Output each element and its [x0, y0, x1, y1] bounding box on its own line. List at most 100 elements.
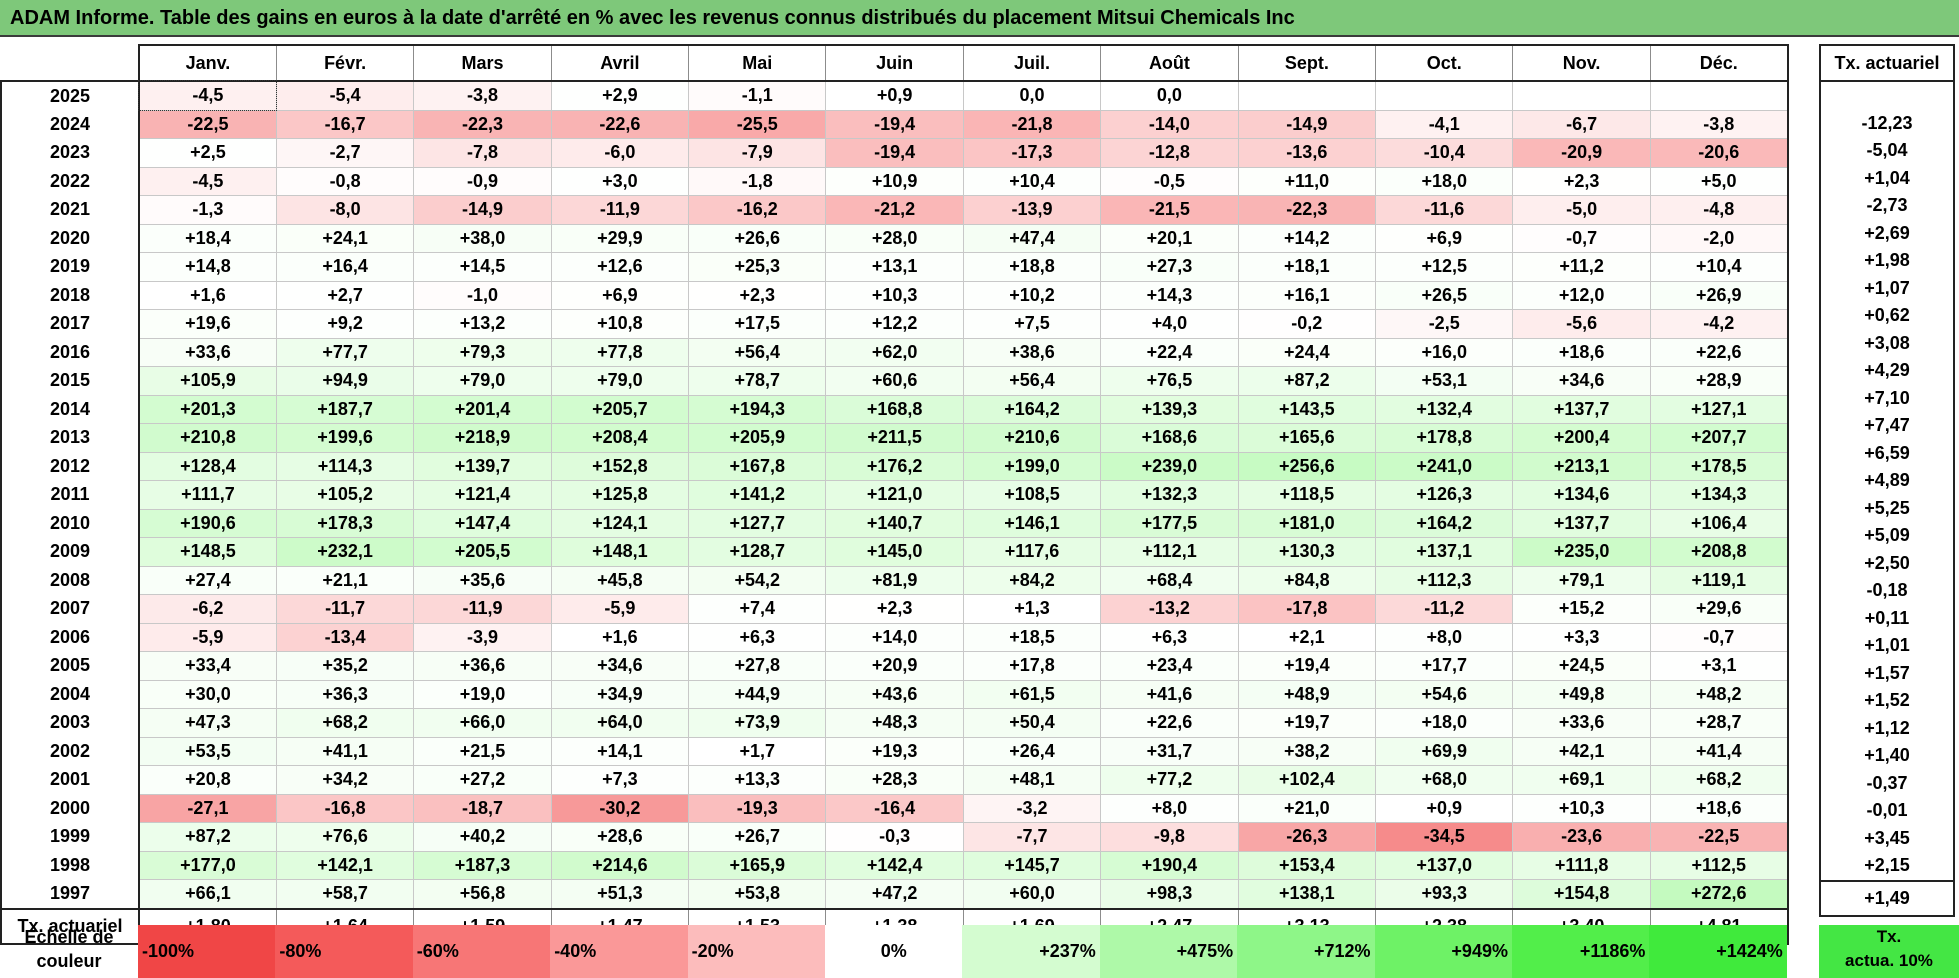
gain-cell: +62,0: [825, 337, 964, 367]
gain-cell: +152,8: [550, 451, 690, 481]
gain-cell: +205,5: [413, 537, 552, 567]
gain-cell: +44,9: [688, 679, 827, 709]
gain-cell: +165,6: [1237, 423, 1377, 453]
gain-cell: +54,2: [688, 565, 827, 595]
table-row: 2000 -27,1 -16,8 -18,7 -30,2 -19,3 -16,4 -3,2 +8…: [0, 793, 1789, 823]
gain-cell: -7,8: [413, 138, 552, 168]
tx-header: Tx. actuariel: [1819, 44, 1955, 82]
gain-cell: -2,5: [1375, 309, 1514, 339]
gain-cell: -4,1: [1375, 109, 1514, 139]
gain-cell: -17,8: [1237, 594, 1377, 624]
month-header-row: Janv. Févr. Mars Avril Mai Juin Juil. Août Sept.…: [1, 44, 1789, 82]
gain-cell: -13,2: [1100, 594, 1239, 624]
gain-cell: +256,6: [1237, 451, 1377, 481]
gain-cell: -2,7: [275, 138, 415, 168]
gain-cell: +10,4: [1649, 252, 1789, 282]
gain-cell: -9,8: [1100, 822, 1239, 852]
gain-cell: -22,3: [1237, 195, 1377, 225]
gain-cell: -14,0: [1100, 109, 1239, 139]
legend-swatch: -60%: [412, 925, 551, 978]
legend-swatch: +1424%: [1649, 925, 1787, 978]
gain-cell: +137,0: [1375, 850, 1514, 880]
gain-cell: -3,2: [962, 793, 1102, 823]
year-label: 2007: [0, 594, 140, 623]
gain-cell: +128,7: [688, 537, 827, 567]
gain-cell: +187,7: [275, 394, 415, 424]
gain-cell: +117,6: [962, 537, 1102, 567]
gain-cell: +132,4: [1375, 394, 1514, 424]
gain-cell: +18,6: [1649, 793, 1789, 823]
gain-cell: +200,4: [1512, 423, 1651, 453]
tx-value: -0,18: [1819, 577, 1955, 605]
gain-cell: +68,4: [1100, 565, 1239, 595]
gain-cell: +19,4: [1237, 651, 1377, 681]
gain-cell: +19,0: [413, 679, 552, 709]
tx-value: +2,69: [1819, 219, 1955, 247]
gain-cell: +51,3: [550, 879, 690, 910]
gain-cell: +66,1: [138, 879, 277, 910]
legend-swatch: +712%: [1237, 925, 1375, 978]
gain-cell: +102,4: [1237, 765, 1377, 795]
legend-label-line2: couleur: [36, 951, 102, 971]
corner-cell: [1, 45, 139, 82]
table-row: 2018 +1,6 +2,7 -1,0 +6,9 +2,3 +10,3 +10,2 +14,3 +…: [0, 280, 1789, 310]
gain-cell: +56,8: [413, 879, 552, 910]
legend-swatch: +949%: [1374, 925, 1512, 978]
year-label: 2006: [0, 623, 140, 652]
gain-cell: +121,4: [413, 480, 552, 510]
gain-cell: +3,3: [1512, 622, 1651, 652]
gain-cell: +18,0: [1375, 708, 1514, 738]
gain-cell: -11,7: [275, 594, 415, 624]
gain-cell: +56,4: [962, 366, 1102, 396]
gain-cell: -0,9: [413, 166, 552, 196]
gain-cell: +36,3: [275, 679, 415, 709]
gain-cell: +53,1: [1375, 366, 1514, 396]
gain-cell: +25,3: [688, 252, 827, 282]
gain-cell: +79,0: [413, 366, 552, 396]
gain-cell: +38,0: [413, 223, 552, 253]
gain-cell: +68,2: [1649, 765, 1789, 795]
tx-value: -2,73: [1819, 192, 1955, 220]
gain-cell: +126,3: [1375, 480, 1514, 510]
year-label: 2008: [0, 566, 140, 595]
gain-cell: -0,2: [1237, 309, 1377, 339]
gain-cell: +1,6: [138, 280, 277, 310]
table-row: 2001 +20,8 +34,2 +27,2 +7,3 +13,3 +28,3 +48,1 +7…: [0, 765, 1789, 795]
tx-value: +2,15: [1819, 852, 1955, 882]
table-row: 2008 +27,4 +21,1 +35,6 +45,8 +54,2 +81,9 +84,2 +…: [0, 565, 1789, 595]
gain-cell: +28,6: [550, 822, 690, 852]
gain-cell: +139,3: [1100, 394, 1239, 424]
table-row: 2014 +201,3 +187,7 +201,4 +205,7 +194,3 +168,8…: [0, 394, 1789, 424]
gain-cell: -1,8: [688, 166, 827, 196]
gain-cell: +79,1: [1512, 565, 1651, 595]
gain-cell: -10,4: [1375, 138, 1514, 168]
gain-cell: -5,9: [138, 622, 277, 652]
legend-swatch: +475%: [1099, 925, 1238, 978]
year-label: 2010: [0, 509, 140, 538]
gain-cell: +14,1: [550, 736, 690, 766]
gain-cell: +69,9: [1375, 736, 1514, 766]
tx-value: -0,01: [1819, 797, 1955, 825]
gain-cell: +78,7: [688, 366, 827, 396]
gain-cell: +48,3: [825, 708, 964, 738]
gain-cell: [1512, 80, 1651, 111]
gain-cell: +213,1: [1512, 451, 1651, 481]
tx-value: +7,10: [1819, 384, 1955, 412]
gain-cell: +49,8: [1512, 679, 1651, 709]
legend-swatch: -100%: [138, 925, 276, 978]
gain-cell: +177,0: [138, 850, 277, 880]
gain-cell: +33,4: [138, 651, 277, 681]
table-row: 2005 +33,4 +35,2 +36,6 +34,6 +27,8 +20,9 +17,8 +…: [0, 651, 1789, 681]
gain-cell: +119,1: [1649, 565, 1789, 595]
gain-cell: +146,1: [962, 508, 1102, 538]
gain-cell: -5,4: [275, 80, 415, 111]
gain-cell: +165,9: [688, 850, 827, 880]
gain-cell: +125,8: [550, 480, 690, 510]
year-label: 2017: [0, 309, 140, 338]
gain-cell: +154,8: [1512, 879, 1651, 910]
gain-cell: +105,9: [138, 366, 277, 396]
gain-cell: -16,7: [275, 109, 415, 139]
gain-cell: +7,3: [550, 765, 690, 795]
gain-cell: -19,3: [688, 793, 827, 823]
gain-cell: -18,7: [413, 793, 552, 823]
